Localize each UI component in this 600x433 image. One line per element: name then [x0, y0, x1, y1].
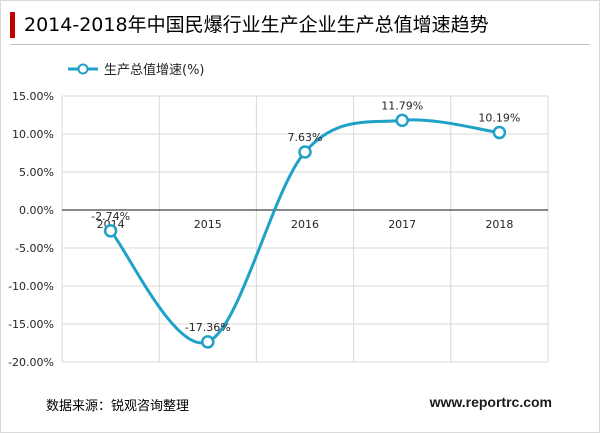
y-tick-labels: 15.00% 10.00% 5.00% 0.00% -5.00% -10.00% -15.0…: [8, 90, 54, 369]
data-labels: -2.74% -17.36% 7.63% 11.79% 10.19%: [91, 99, 520, 334]
y-tick-label: -20.00%: [8, 356, 54, 369]
legend-marker: [77, 63, 89, 75]
data-label: 10.19%: [478, 112, 520, 125]
title-accent-bar: [10, 12, 15, 38]
y-tick-label: 0.00%: [19, 204, 54, 217]
x-tick-labels: 20142015201620172018: [97, 218, 514, 231]
data-point-marker: [492, 125, 507, 140]
x-tick-label: 2016: [291, 218, 319, 231]
legend-label: 生产总值增速(%): [104, 62, 205, 78]
x-tick-label: 2017: [388, 218, 416, 231]
gridlines: [61, 95, 549, 363]
series: [103, 113, 507, 349]
title-divider: [10, 44, 590, 45]
y-tick-label: -15.00%: [8, 318, 54, 331]
legend: 生产总值增速(%): [68, 62, 205, 78]
website-link[interactable]: www.reportrc.com: [429, 394, 552, 410]
data-point-marker: [103, 224, 118, 238]
y-tick-label: -5.00%: [15, 242, 54, 255]
data-point-marker: [201, 335, 215, 349]
y-tick-label: -10.00%: [8, 280, 54, 293]
data-label: 11.79%: [381, 99, 423, 112]
x-tick-label: 2018: [485, 218, 513, 231]
chart-title: 2014-2018年中国民爆行业生产企业生产总值增速趋势: [24, 14, 489, 36]
data-label: -17.36%: [185, 321, 231, 334]
series-line: [109, 118, 501, 345]
y-tick-label: 10.00%: [12, 128, 54, 141]
data-point-marker: [298, 145, 312, 159]
data-label: -2.74%: [91, 210, 130, 223]
y-tick-label: 5.00%: [19, 166, 54, 179]
data-point-marker: [395, 113, 409, 128]
data-label: 7.63%: [288, 131, 323, 144]
data-source-note: 数据来源：锐观咨询整理: [46, 399, 190, 414]
x-tick-label: 2015: [194, 218, 222, 231]
y-tick-label: 15.00%: [12, 90, 54, 103]
